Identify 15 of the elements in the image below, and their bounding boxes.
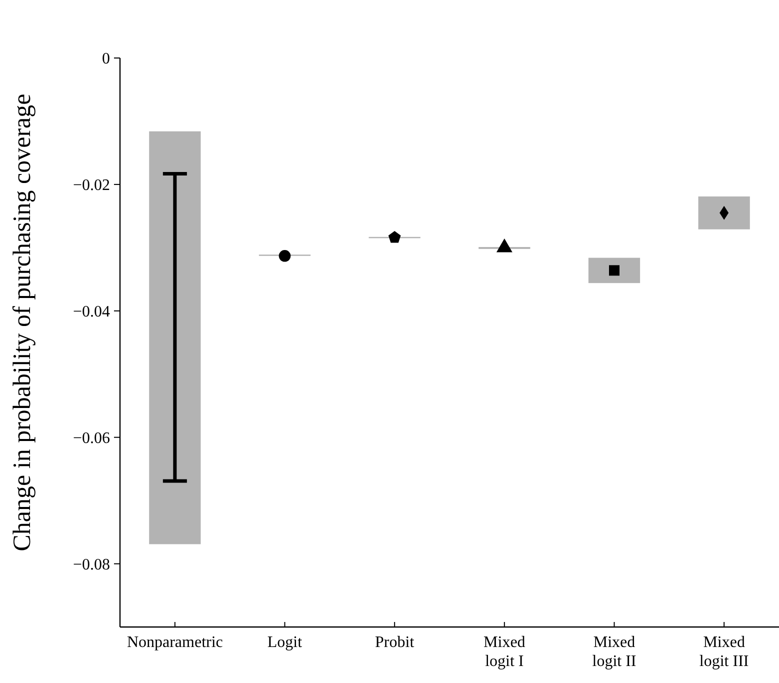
bar xyxy=(149,131,201,544)
y-tick-label: −0.06 xyxy=(72,430,110,447)
y-axis-title: Change in probability of purchasing coverage xyxy=(9,94,36,552)
x-tick-label: Probit xyxy=(375,634,415,651)
x-tick-label: Nonparametric xyxy=(126,634,223,651)
bar xyxy=(588,258,640,284)
x-tick-label: Mixed logit II xyxy=(592,634,636,670)
x-tick-label: Logit xyxy=(267,634,303,651)
y-tick-label: −0.02 xyxy=(72,177,110,194)
y-tick-label: 0 xyxy=(102,50,110,68)
y-tick-label: −0.08 xyxy=(72,556,110,574)
x-tick-label: Mixed logit III xyxy=(699,634,749,670)
x-tick-label: Mixed logit I xyxy=(484,634,526,670)
bar xyxy=(698,196,750,230)
y-tick-label: −0.04 xyxy=(72,303,110,320)
